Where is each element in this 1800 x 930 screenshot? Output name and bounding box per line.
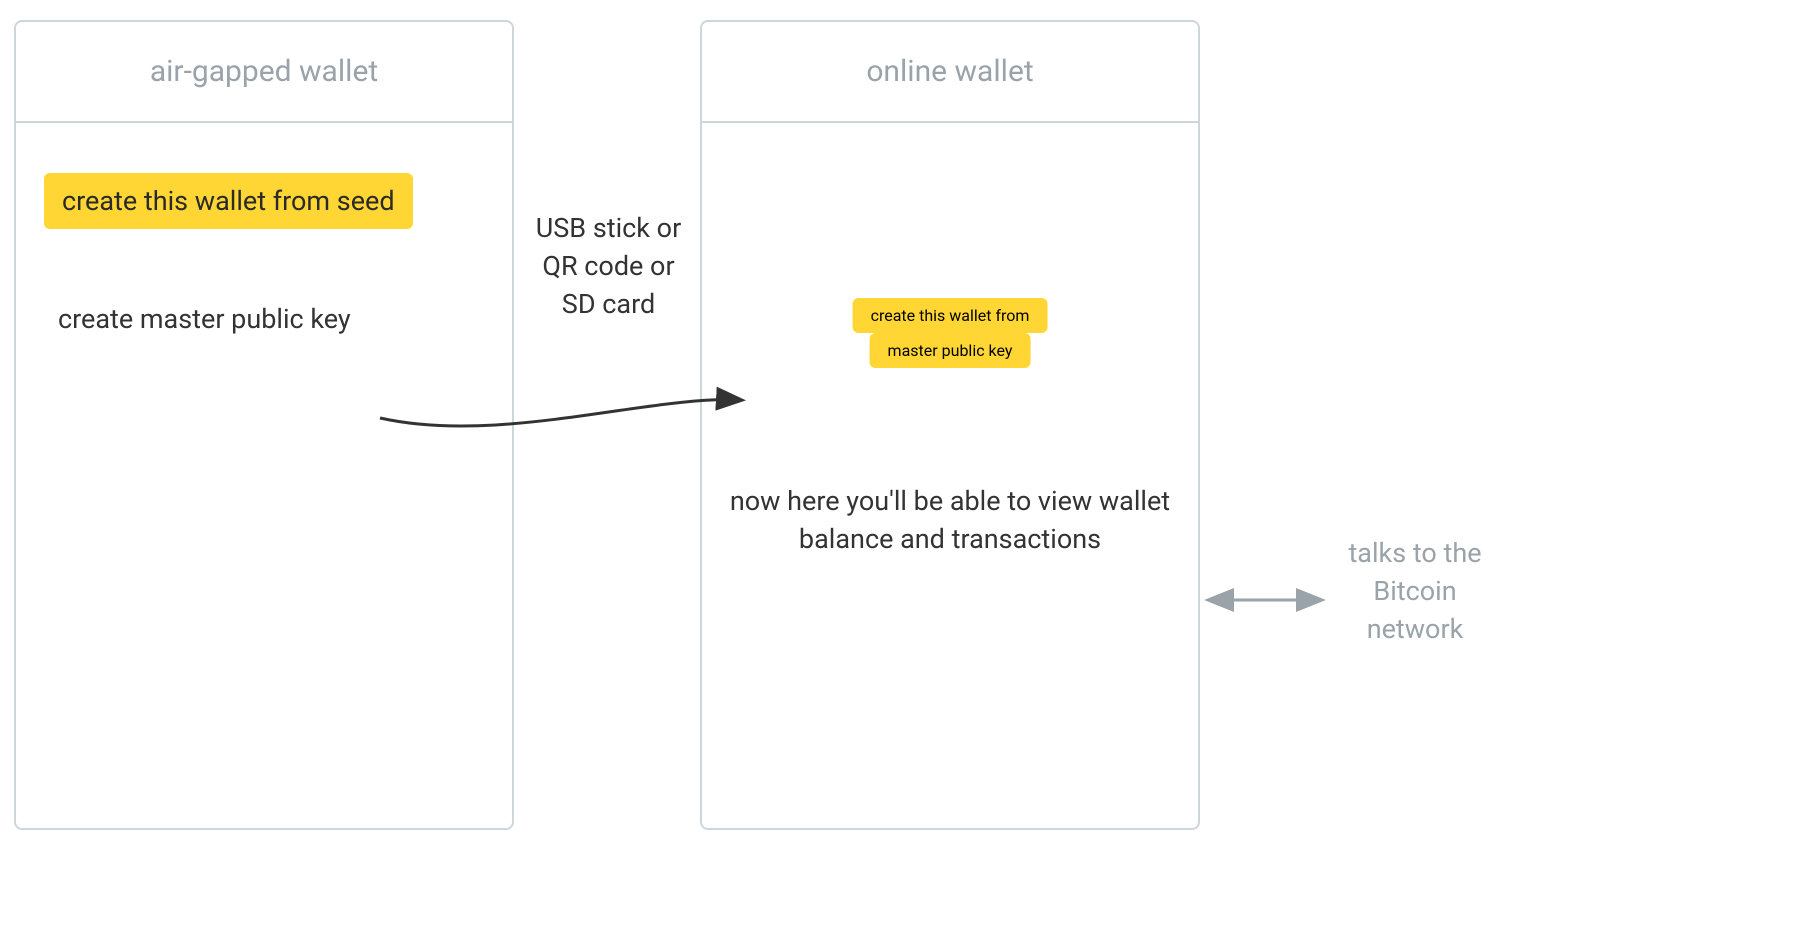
bitcoin-network-label: talks to the Bitcoin network: [1330, 535, 1500, 648]
air-gapped-wallet-title: air-gapped wallet: [16, 22, 512, 123]
create-from-mpk-line2: master public key: [870, 333, 1031, 368]
wallet-diagram: air-gapped wallet create this wallet fro…: [0, 0, 1800, 930]
air-gapped-wallet-box: air-gapped wallet create this wallet fro…: [14, 20, 514, 830]
view-balance-step: now here you'll be able to view wallet b…: [727, 483, 1173, 559]
create-from-mpk-step: create this wallet from master public ke…: [853, 298, 1048, 368]
create-master-pubkey-step: create master public key: [58, 301, 351, 339]
create-from-mpk-line1: create this wallet from: [853, 298, 1048, 333]
transfer-method-label: USB stick or QR code or SD card: [526, 210, 691, 323]
create-from-seed-step: create this wallet from seed: [44, 173, 413, 229]
online-wallet-body: create this wallet from master public ke…: [702, 123, 1198, 824]
online-wallet-title: online wallet: [702, 22, 1198, 123]
air-gapped-wallet-body: create this wallet from seed create mast…: [16, 123, 512, 824]
online-wallet-box: online wallet create this wallet from ma…: [700, 20, 1200, 830]
